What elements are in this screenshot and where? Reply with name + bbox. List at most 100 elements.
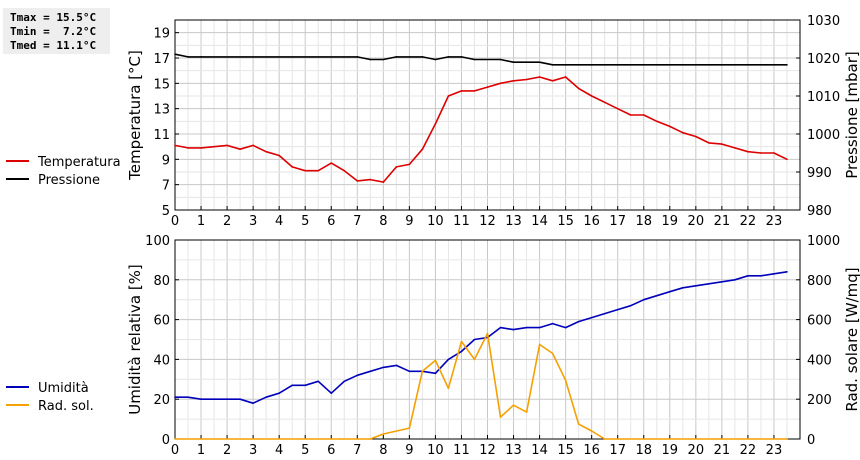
chart2-series-umidit-point [655,294,658,297]
chart1-series-temperatura-point [734,147,736,149]
chart2-x-tick-label: 2 [223,443,231,458]
chart1-x-tick-label: 4 [275,214,283,229]
chart1-series-temperatura-point [356,180,359,182]
chart2-series-umidit-point [590,316,593,319]
chart2-series-rad-sol-point [525,411,528,413]
chart2-y2-tick-label: 0 [807,433,815,448]
chart1-series-pressione-point [786,64,788,66]
chart2-series-umidit-point [369,370,372,373]
chart2-y-tick-label: 100 [145,234,170,249]
chart2-series-umidit-point [174,396,176,399]
chart2-series-umidit-point [395,364,398,367]
chart2-x-tick-label: 6 [327,443,335,458]
chart2-series-umidit-point [786,271,788,273]
chart2-series-umidit-point [343,380,346,383]
chart1-series-pressione-point [356,56,359,58]
chart1-y-tick-label: 19 [153,27,170,42]
chart1-x-tick-label: 2 [223,214,231,229]
chart2-plot [174,239,801,440]
chart1-series-temperatura-point [577,87,580,90]
chart2-series-umidit-point [760,275,762,277]
chart2-x-tick-label: 17 [609,443,626,458]
tmed-stat: Tmed = 11.1°C [10,39,97,52]
chart1-y-tick-label: 15 [153,77,170,92]
chart1-y-tick-label: 11 [153,128,170,143]
chart2-series-umidit-point [356,374,359,377]
chart1-ylabel: Temperatura [°C] [126,50,144,181]
chart1-series-pressione-point [200,56,202,58]
chart1-plot [174,19,801,211]
chart2-series-umidit-point [447,358,450,361]
chart2-series-rad-sol-point [369,438,372,440]
chart2-x-tick-label: 5 [301,443,309,458]
chart1-series-pressione-point [447,56,450,58]
chart1-series-temperatura-point [512,80,515,82]
chart1-series-pressione-point [512,61,515,63]
chart1-series-temperatura-point [551,80,554,82]
chart1-series-temperatura-point [760,152,762,154]
chart1-series-temperatura-point [174,144,176,147]
chart1-series-temperatura-point [252,144,254,147]
chart1-series-pressione-point [187,56,189,58]
chart2-series-umidit-point [512,328,515,331]
chart2-series-rad-sol-point [486,332,489,335]
chart2-series-umidit-point [695,284,697,287]
chart1-series-pressione-point [421,56,424,58]
chart1-series-temperatura-point [473,90,476,92]
chart2-series-umidit-point [252,402,254,404]
chart2-x-tick-label: 19 [662,443,679,458]
chart2-x-tick-label: 20 [688,443,705,458]
chart2-series-umidit-point [603,312,606,315]
chart2-series-rad-sol-point [434,359,437,362]
chart1-x-tick-label: 10 [427,214,444,229]
chart2-series-umidit-point [642,298,645,301]
chart1-y2-tick-label: 1000 [807,128,840,143]
chart1-series-temperatura-point [668,125,671,128]
chart1-series-temperatura-point [330,162,333,164]
chart2-y-tick-label: 80 [153,274,170,289]
chart2-x-tick-label: 21 [714,443,731,458]
chart1-x-tick-label: 20 [688,214,705,229]
chart1-series-temperatura-line [174,76,788,183]
chart2-series-umidit-point [773,273,775,275]
chart2-series-umidit-point [564,326,567,329]
chart1-y-tick-label: 7 [162,179,170,194]
chart2-x-tick-label: 11 [453,443,470,458]
chart2-series-rad-sol-point [786,438,788,440]
chart1-series-temperatura-point [590,95,593,97]
chart1-x-tick-label: 16 [583,214,600,229]
chart1-series-temperatura-point [642,114,645,116]
chart1-series-temperatura-point [239,148,241,150]
chart2-y2-tick-label: 200 [807,393,832,408]
chart2-series-umidit-line [175,271,788,404]
chart2-legend-label-rad-sol: Rad. sol. [38,399,94,414]
chart2-series-rad-sol-point [473,358,476,361]
chart2-series-umidit-point [734,279,736,281]
chart2-series-rad-sol-point [174,438,176,440]
chart2-x-tick-label: 12 [479,443,496,458]
chart1-y2-tick-label: 1030 [807,14,840,29]
chart2-series-rad-sol-point [460,340,463,343]
chart1-x-tick-label: 8 [379,214,387,229]
chart1-x-tick-label: 17 [609,214,626,229]
chart2-series-umidit-point [682,286,684,289]
chart2-series-umidit-point [187,396,189,399]
chart2-series-umidit-point [473,338,476,341]
chart1-series-temperatura-point [200,147,202,149]
chart2-series-umidit-point [408,370,411,373]
chart2-series-umidit-point [213,398,215,401]
chart1-x-tick-label: 0 [171,214,179,229]
chart2-series-umidit-point [265,396,267,399]
chart2-series-umidit-point [538,326,541,329]
chart1-x-tick-label: 1 [197,214,205,229]
chart1-x-tick-label: 13 [505,214,522,229]
chart2-series-umidit-point [291,384,293,387]
chart2-series-umidit-point [317,380,320,383]
chart2-series-rad-sol-point [538,343,541,346]
chart1-y2-tick-label: 980 [807,204,832,219]
chart1-x-tick-label: 23 [766,214,783,229]
chart2-series-umidit-point [226,398,228,401]
chart1-y2-tick-label: 990 [807,166,832,181]
chart2-x-tick-label: 7 [353,443,361,458]
